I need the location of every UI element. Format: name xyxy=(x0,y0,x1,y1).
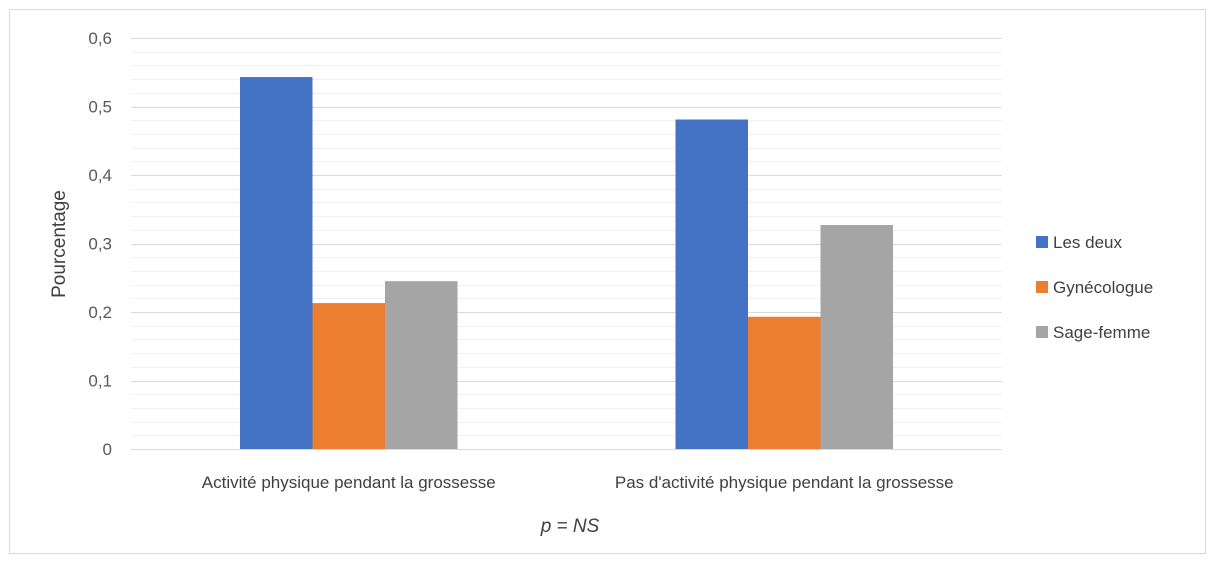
legend-label: Les deux xyxy=(1053,233,1122,252)
legend-label: Sage-femme xyxy=(1053,323,1150,342)
legend: Les deux Gynécologue Sage-femme xyxy=(1036,233,1153,342)
category-labels: Activité physique pendant la grossesse Pa… xyxy=(202,473,954,492)
bar-sage-femme xyxy=(820,225,893,449)
y-tick-label: 0,5 xyxy=(88,98,112,117)
bar-gyn-cologue xyxy=(748,316,821,449)
category-label: Pas d'activité physique pendant la gross… xyxy=(615,473,954,492)
y-tick-label: 0,1 xyxy=(88,372,112,391)
legend-label: Gynécologue xyxy=(1053,278,1153,297)
chart-frame xyxy=(9,9,1206,554)
legend-swatch xyxy=(1036,236,1048,248)
legend-swatch xyxy=(1036,281,1048,293)
bars xyxy=(240,77,893,450)
y-tick-label: 0,3 xyxy=(88,235,112,254)
y-tick-label: 0,4 xyxy=(88,166,112,185)
bar-gyn-cologue xyxy=(312,303,385,449)
legend-swatch xyxy=(1036,326,1048,338)
y-axis-title: Pourcentage xyxy=(49,190,70,298)
y-tick-label: 0,2 xyxy=(88,303,112,322)
y-tick-labels: 0 0,1 0,2 0,3 0,4 0,5 0,6 xyxy=(88,29,112,459)
y-tick-label: 0 xyxy=(103,440,112,459)
y-tick-label: 0,6 xyxy=(88,29,112,48)
bar-sage-femme xyxy=(385,281,458,449)
category-label: Activité physique pendant la grossesse xyxy=(202,473,496,492)
bar-les-deux xyxy=(675,119,748,449)
significance-note: p = NS xyxy=(540,516,600,537)
bar-les-deux xyxy=(240,77,313,450)
